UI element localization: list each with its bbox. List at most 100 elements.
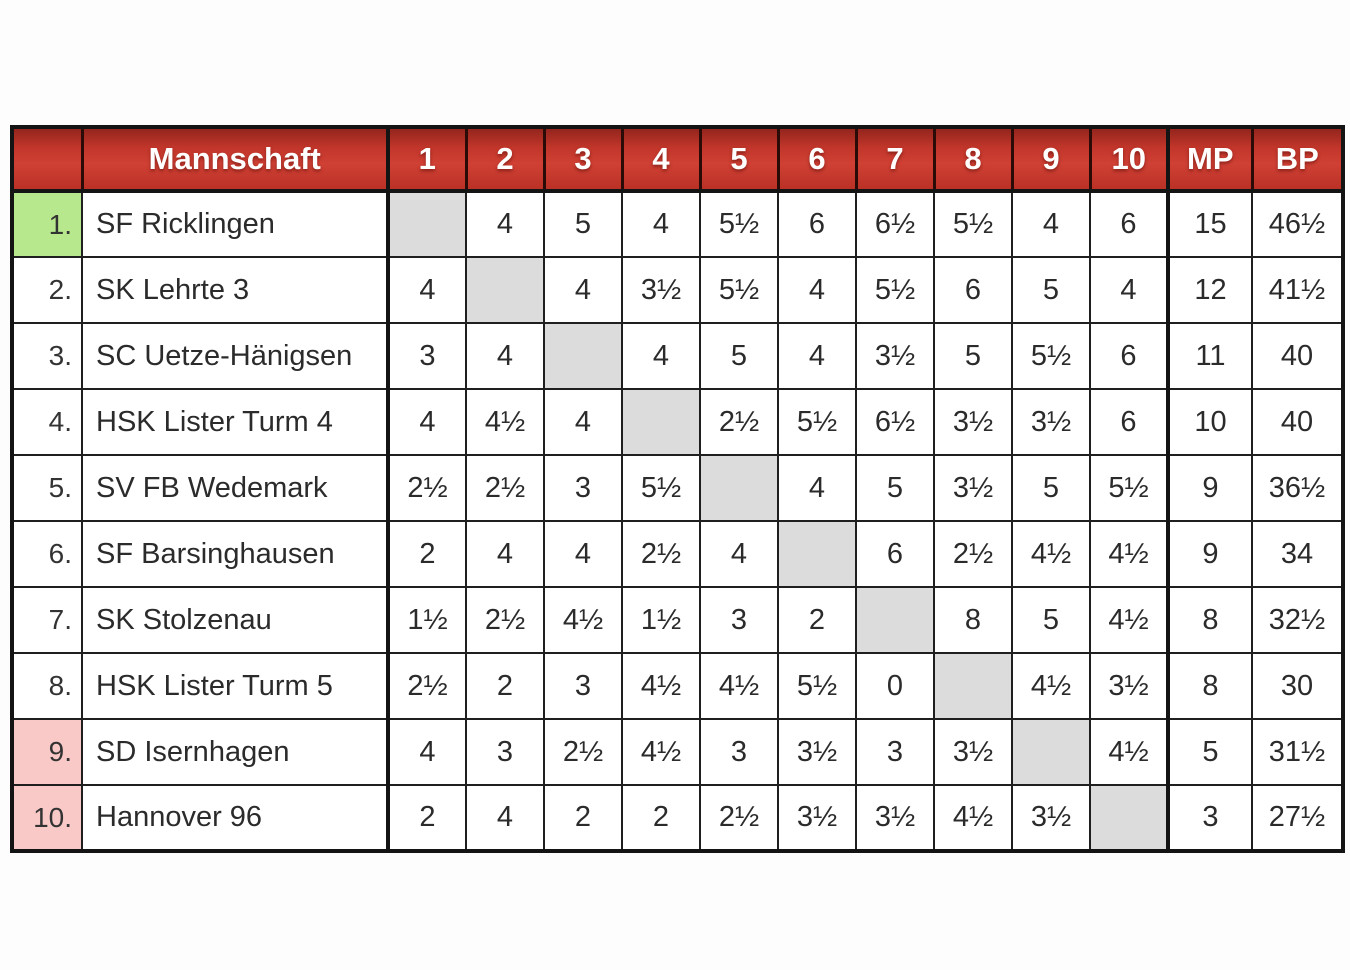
board-points-cell: 41½: [1251, 256, 1344, 324]
score-cell: 2: [543, 784, 623, 852]
board-points-cell: 40: [1251, 322, 1344, 390]
score-cell: 4½: [1011, 520, 1091, 588]
rank-cell: 1.: [11, 190, 83, 258]
score-cell: 5½: [777, 652, 857, 720]
table-row: 2. SK Lehrte 3 4 4 3½ 5½ 4 5½ 6 5 4 12 41½: [11, 256, 1344, 324]
table-row: 3. SC Uetze-Hänigsen 3 4 4 5 4 3½ 5 5½ 6 11 40: [11, 322, 1344, 390]
score-cell: 4: [777, 454, 857, 522]
table-row: 5. SV FB Wedemark 2½ 2½ 3 5½ 4 5 3½ 5 5½ 9 36½: [11, 454, 1344, 522]
team-name-cell: Hannover 96: [81, 784, 389, 852]
score-cell: 3½: [855, 322, 935, 390]
score-cell: 2: [465, 652, 545, 720]
diagonal-cell: [543, 322, 623, 390]
score-cell: 2: [386, 520, 467, 588]
score-cell: 3: [543, 652, 623, 720]
score-cell: 3½: [777, 784, 857, 852]
score-cell: 4½: [1089, 586, 1169, 654]
table-row: 6. SF Barsinghausen 2 4 4 2½ 4 6 2½ 4½ 4½ 9 34: [11, 520, 1344, 588]
score-cell: 4: [621, 190, 701, 258]
score-cell: 5: [1011, 454, 1091, 522]
team-name-cell: SK Lehrte 3: [81, 256, 389, 324]
score-cell: 3½: [933, 454, 1013, 522]
score-cell: 4: [386, 718, 467, 786]
score-cell: 2½: [386, 652, 467, 720]
score-cell: 2: [621, 784, 701, 852]
score-cell: 4: [386, 388, 467, 456]
score-cell: 3½: [1011, 388, 1091, 456]
match-points-cell: 12: [1166, 256, 1253, 324]
score-cell: 3½: [933, 388, 1013, 456]
score-cell: 4½: [1089, 718, 1169, 786]
score-cell: 8: [933, 586, 1013, 654]
score-cell: 3: [386, 322, 467, 390]
rank-cell: 8.: [11, 652, 83, 720]
match-points-cell: 9: [1166, 454, 1253, 522]
diagonal-cell: [465, 256, 545, 324]
diagonal-cell: [621, 388, 701, 456]
rank-cell: 6.: [11, 520, 83, 588]
score-cell: 4: [465, 784, 545, 852]
diagonal-cell: [1011, 718, 1091, 786]
diagonal-cell: [386, 190, 467, 258]
board-points-cell: 31½: [1251, 718, 1344, 786]
score-cell: 4½: [1089, 520, 1169, 588]
score-cell: 2½: [543, 718, 623, 786]
score-cell: 3½: [933, 718, 1013, 786]
score-cell: 1½: [621, 586, 701, 654]
table-row: 10. Hannover 96 2 4 2 2 2½ 3½ 3½ 4½ 3½ 3 27½: [11, 784, 1344, 852]
score-cell: 2½: [465, 454, 545, 522]
board-points-cell: 27½: [1251, 784, 1344, 852]
score-cell: 4½: [465, 388, 545, 456]
table-row: 8. HSK Lister Turm 5 2½ 2 3 4½ 4½ 5½ 0 4½ 3½ 8 30: [11, 652, 1344, 720]
match-points-cell: 8: [1166, 652, 1253, 720]
league-crosstable: Mannschaft 1 2 3 4 5 6 7 8 9 10 MP BP 1. SF Ricklinge…: [10, 125, 1345, 853]
score-cell: 4: [465, 322, 545, 390]
score-cell: 3: [465, 718, 545, 786]
score-cell: 4: [543, 256, 623, 324]
rank-cell: 9.: [11, 718, 83, 786]
table-row: 7. SK Stolzenau 1½ 2½ 4½ 1½ 3 2 8 5 4½ 8 32½: [11, 586, 1344, 654]
team-name-cell: SK Stolzenau: [81, 586, 389, 654]
round-header: 3: [542, 125, 624, 193]
score-cell: 3½: [621, 256, 701, 324]
diagonal-cell: [777, 520, 857, 588]
match-points-cell: 9: [1166, 520, 1253, 588]
round-header: 4: [620, 125, 702, 193]
rank-cell: 4.: [11, 388, 83, 456]
score-cell: 3: [699, 586, 779, 654]
round-header: 5: [698, 125, 780, 193]
board-points-cell: 36½: [1251, 454, 1344, 522]
diagonal-cell: [699, 454, 779, 522]
score-cell: 5: [699, 322, 779, 390]
score-cell: 6½: [855, 388, 935, 456]
diagonal-cell: [855, 586, 935, 654]
score-cell: 2½: [621, 520, 701, 588]
header-row: Mannschaft 1 2 3 4 5 6 7 8 9 10 MP BP: [10, 125, 1345, 193]
score-cell: 6½: [855, 190, 935, 258]
score-cell: 3½: [1089, 652, 1169, 720]
team-header: Mannschaft: [80, 125, 390, 193]
score-cell: 6: [1089, 190, 1169, 258]
diagonal-cell: [1089, 784, 1169, 852]
score-cell: 4: [465, 190, 545, 258]
score-cell: 5½: [777, 388, 857, 456]
score-cell: 5½: [855, 256, 935, 324]
score-cell: 4½: [543, 586, 623, 654]
table-row: 1. SF Ricklingen 4 5 4 5½ 6 6½ 5½ 4 6 15 46½: [11, 190, 1344, 258]
score-cell: 2½: [699, 388, 779, 456]
score-cell: 4: [699, 520, 779, 588]
score-cell: 2½: [386, 454, 467, 522]
score-cell: 4: [621, 322, 701, 390]
league-crosstable-wrap: Mannschaft 1 2 3 4 5 6 7 8 9 10 MP BP 1. SF Ricklinge…: [10, 125, 1345, 853]
score-cell: 4: [1011, 190, 1091, 258]
table-row: 9. SD Isernhagen 4 3 2½ 4½ 3 3½ 3 3½ 4½ 5 31½: [11, 718, 1344, 786]
table-body: 1. SF Ricklingen 4 5 4 5½ 6 6½ 5½ 4 6 15 46½ 2. SK Leh…: [11, 190, 1344, 852]
round-header: 6: [776, 125, 858, 193]
table-row: 4. HSK Lister Turm 4 4 4½ 4 2½ 5½ 6½ 3½ 3½ 6 10 40: [11, 388, 1344, 456]
score-cell: 2½: [699, 784, 779, 852]
score-cell: 0: [855, 652, 935, 720]
team-name-cell: HSK Lister Turm 5: [81, 652, 389, 720]
score-cell: 6: [1089, 322, 1169, 390]
team-name-cell: HSK Lister Turm 4: [81, 388, 389, 456]
score-cell: 5½: [621, 454, 701, 522]
